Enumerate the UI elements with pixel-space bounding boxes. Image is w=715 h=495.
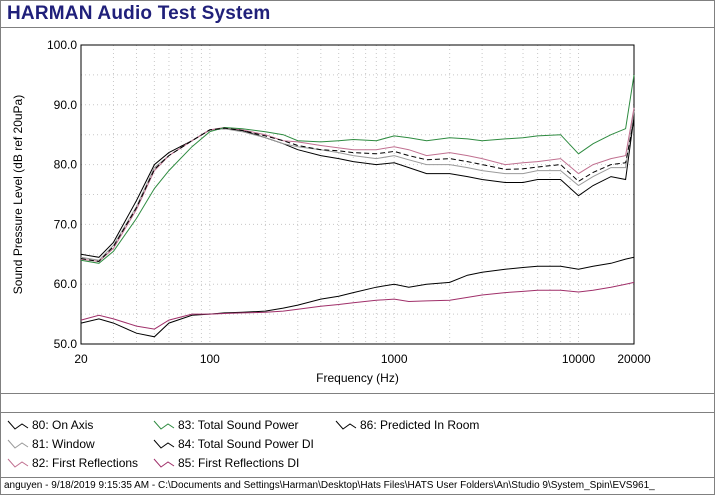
legend-item-4: 83: Total Sound Power xyxy=(153,416,299,434)
status-bar: anguyen - 9/18/2019 9:15:35 AM - C:\Docu… xyxy=(1,477,714,494)
y-tick-label: 50.0 xyxy=(54,337,78,351)
legend-label: 81: Window xyxy=(32,437,95,451)
legend-swatch-icon xyxy=(153,420,175,430)
plot-frame xyxy=(80,44,635,345)
series-line-4 xyxy=(80,74,635,264)
x-tick-label: 1000 xyxy=(381,352,408,366)
y-tick-label: 100.0 xyxy=(47,38,77,52)
chart-legend: 80: On Axis 81: Window 82: First Reflectio… xyxy=(1,414,714,476)
divider-strip xyxy=(1,393,714,413)
legend-swatch-icon xyxy=(7,439,29,449)
series-line-2 xyxy=(80,110,635,261)
app-title: HARMAN Audio Test System xyxy=(7,3,271,24)
legend-item-6: 85: First Reflections DI xyxy=(153,454,299,472)
chart-series xyxy=(80,74,635,338)
legend-swatch-icon xyxy=(7,458,29,468)
legend-swatch-icon xyxy=(153,439,175,449)
y-tick-label: 80.0 xyxy=(54,158,78,172)
legend-label: 84: Total Sound Power DI xyxy=(178,437,314,451)
series-line-1 xyxy=(80,116,635,258)
y-axis-ticks: 50.0 60.0 70.0 80.0 90.0 100.0 xyxy=(47,38,77,351)
y-tick-label: 70.0 xyxy=(54,217,78,231)
series-line-7 xyxy=(80,119,635,263)
legend-label: 83: Total Sound Power xyxy=(178,418,299,432)
series-line-3 xyxy=(80,107,635,263)
legend-label: 86: Predicted In Room xyxy=(360,418,480,432)
legend-item-3: 82: First Reflections xyxy=(7,454,138,472)
x-tick-label: 20 xyxy=(74,352,88,366)
x-tick-label: 10000 xyxy=(562,352,596,366)
x-tick-label: 20000 xyxy=(617,352,651,366)
legend-swatch-icon xyxy=(7,420,29,430)
y-tick-label: 60.0 xyxy=(54,277,78,291)
legend-item-2: 81: Window xyxy=(7,435,95,453)
frequency-response-chart: 50.0 60.0 70.0 80.0 90.0 100.0 20 100 1000 10000… xyxy=(11,38,651,385)
legend-label: 85: First Reflections DI xyxy=(178,456,300,470)
title-bar: HARMAN Audio Test System xyxy=(1,1,714,28)
x-axis-label: Frequency (Hz) xyxy=(316,371,399,385)
chart-grid xyxy=(81,45,634,344)
y-axis-label: Sound Pressure Level (dB ref 20uPa) xyxy=(11,95,25,294)
x-tick-label: 100 xyxy=(200,352,220,366)
legend-label: 82: First Reflections xyxy=(32,456,139,470)
series-line-5 xyxy=(80,256,635,338)
legend-item-7: 86: Predicted In Room xyxy=(335,416,479,434)
legend-swatch-icon xyxy=(153,458,175,468)
legend-label: 80: On Axis xyxy=(32,418,94,432)
legend-item-5: 84: Total Sound Power DI xyxy=(153,435,314,453)
series-line-6 xyxy=(80,281,635,330)
y-tick-label: 90.0 xyxy=(54,98,78,112)
status-text: anguyen - 9/18/2019 9:15:35 AM - C:\Docu… xyxy=(4,480,655,491)
legend-item-1: 80: On Axis xyxy=(7,416,93,434)
x-axis-ticks: 20 100 1000 10000 20000 xyxy=(74,352,651,366)
legend-swatch-icon xyxy=(335,420,357,430)
